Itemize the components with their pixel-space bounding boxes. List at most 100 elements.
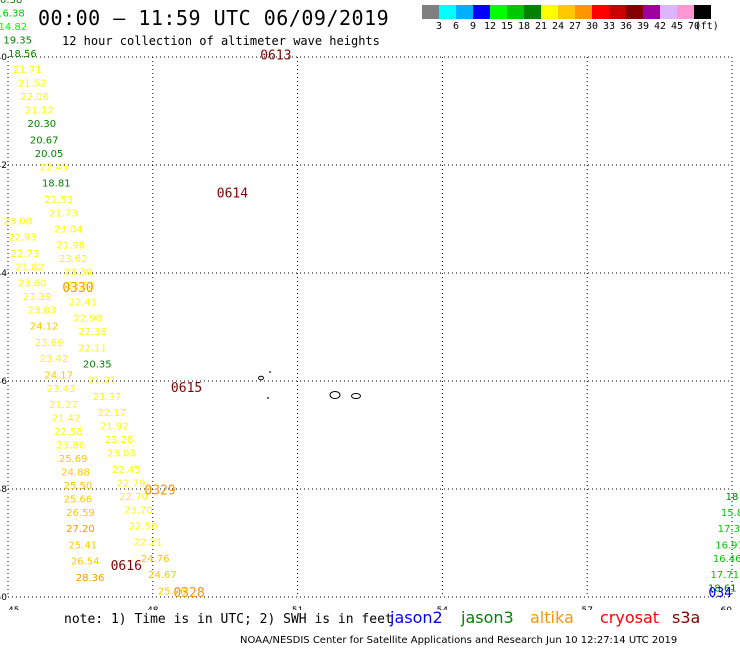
legend-swatch xyxy=(541,5,558,19)
pass-time-label: 0616 xyxy=(111,559,142,574)
legend-swatch xyxy=(456,5,473,19)
satellite-name: jason3 xyxy=(461,608,514,627)
wave-height-value: 20.38 xyxy=(0,0,22,6)
legend-label: 24 xyxy=(551,21,565,32)
island-dot xyxy=(269,371,271,373)
y-tick-label: -50 xyxy=(0,593,7,603)
wave-height-value: 21.12 xyxy=(25,106,54,117)
wave-height-value: 18.81 xyxy=(42,179,71,190)
legend-swatch xyxy=(558,5,575,19)
wave-height-value: 24.88 xyxy=(61,468,90,479)
page-title: 00:00 – 11:59 UTC 06/09/2019 xyxy=(38,6,390,30)
legend-swatch xyxy=(660,5,677,19)
wave-height-value: 24.67 xyxy=(148,570,177,581)
wave-height-value: 21.82 xyxy=(15,262,44,273)
y-tick-label: -40 xyxy=(0,53,7,63)
map-grid xyxy=(7,56,733,598)
x-tick-label: 51 xyxy=(292,606,303,610)
legend-label: 36 xyxy=(619,21,633,32)
wave-height-value: 22.73 xyxy=(11,249,40,260)
pass-time-labels: 0613 0614 0330 0615 0329 0616 0328 034 xyxy=(62,49,732,601)
wave-height-value: 16.97 xyxy=(715,540,740,551)
legend-swatch xyxy=(473,5,490,19)
wave-height-value: 25.76 xyxy=(158,586,187,597)
wave-height-value: 21.73 xyxy=(49,208,78,219)
wave-height-value: 22.41 xyxy=(68,297,97,308)
legend-swatch xyxy=(643,5,660,19)
wave-height-value: 23.28 xyxy=(105,435,134,446)
legend-swatch xyxy=(592,5,609,19)
wave-height-value: 16.46 xyxy=(713,554,740,565)
wave-height-value: 21.98 xyxy=(56,241,85,252)
legend-label: 33 xyxy=(602,21,616,32)
island-outline xyxy=(329,391,341,399)
wave-height-value: 21.52 xyxy=(18,79,47,90)
pass-time-label: 0613 xyxy=(260,49,291,64)
wave-height-value: 21.92 xyxy=(100,422,129,433)
pass-time-label: 0615 xyxy=(171,381,202,396)
wave-height-value: 21.42 xyxy=(52,414,81,425)
wave-height-value: 24.12 xyxy=(30,322,59,333)
page-subtitle: 12 hour collection of altimeter wave hei… xyxy=(62,34,380,48)
legend-label: 30 xyxy=(585,21,599,32)
wave-height-value: 20.67 xyxy=(30,135,59,146)
legend-swatch xyxy=(677,5,694,19)
satellite-name: s3a xyxy=(672,608,701,627)
legend-swatch xyxy=(626,5,643,19)
wave-height-map: 45 48 51 54 57 60 -40 -42 -44 -46 -48 -50 25.76 24.6… xyxy=(0,0,740,610)
wave-height-value: 21.37 xyxy=(93,392,122,403)
island-outline xyxy=(351,393,361,399)
wave-height-value: 27.20 xyxy=(66,524,95,535)
wave-height-value: 22.93 xyxy=(8,233,37,244)
units-note: note: 1) Time is in UTC; 2) SWH is in fe… xyxy=(64,612,393,627)
x-tick-label: 57 xyxy=(581,606,592,610)
wave-height-value: 22.45 xyxy=(112,465,141,476)
wave-height-value: 18 xyxy=(726,492,739,503)
x-tick-label: 45 xyxy=(8,606,19,610)
wave-height-value: 22.45 xyxy=(40,162,69,173)
legend-label: 39 xyxy=(636,21,650,32)
wave-height-value: 20.30 xyxy=(27,119,56,130)
wave-height-value: 23.42 xyxy=(40,354,69,365)
wave-height-value: 22.06 xyxy=(20,92,49,103)
wave-height-value: 23.43 xyxy=(47,384,76,395)
legend-swatch xyxy=(439,5,456,19)
wave-height-value: 22.50 xyxy=(129,522,158,533)
wave-height-value: 25.41 xyxy=(68,540,97,551)
satellite-name: jason2 xyxy=(390,608,443,627)
wave-height-value: 18.56 xyxy=(8,49,37,60)
legend-swatch xyxy=(694,5,711,19)
island-outline xyxy=(258,375,264,381)
y-tick-label: -46 xyxy=(0,377,7,387)
wave-height-value: 18.61 xyxy=(708,584,737,595)
legend-label: 27 xyxy=(568,21,582,32)
satellite-name: cryosat xyxy=(600,608,660,627)
wave-height-value: 21.27 xyxy=(49,400,78,411)
y-tick-label: -42 xyxy=(0,161,7,171)
wave-height-value: 22.21 xyxy=(134,538,163,549)
pass-time-label: 0330 xyxy=(62,281,93,296)
wave-height-value: 22.36 xyxy=(78,327,107,338)
wave-height-value: 21.71 xyxy=(13,65,42,76)
wave-height-value: 22.98 xyxy=(73,314,102,325)
wave-height-value: 28.36 xyxy=(76,573,105,584)
legend-swatch xyxy=(507,5,524,19)
wave-height-value: 26.59 xyxy=(66,508,95,519)
wave-height-value: 23.08 xyxy=(3,216,32,227)
wave-height-value: 23.04 xyxy=(54,225,83,236)
island-outlines xyxy=(258,371,361,399)
y-tick-label: -44 xyxy=(0,269,7,279)
legend-label: 45 xyxy=(670,21,684,32)
legend-label: 21 xyxy=(534,21,548,32)
wave-height-value: 23.62 xyxy=(59,254,88,265)
wave-height-value: 23.39 xyxy=(64,268,93,279)
wave-height-value: 19.35 xyxy=(3,36,32,47)
wave-height-value: 23.83 xyxy=(27,306,56,317)
wave-height-value: 25.50 xyxy=(64,481,93,492)
legend-swatch xyxy=(524,5,541,19)
x-tick-label: 48 xyxy=(147,606,159,610)
wave-height-value: 20.05 xyxy=(35,149,64,160)
color-legend: 3 6 9 12 15 18 21 24 27 30 33 36 39 42 45 70 (ft) xyxy=(422,5,719,33)
wave-height-value: 22.58 xyxy=(54,427,83,438)
wave-height-value: 24.17 xyxy=(44,370,73,381)
